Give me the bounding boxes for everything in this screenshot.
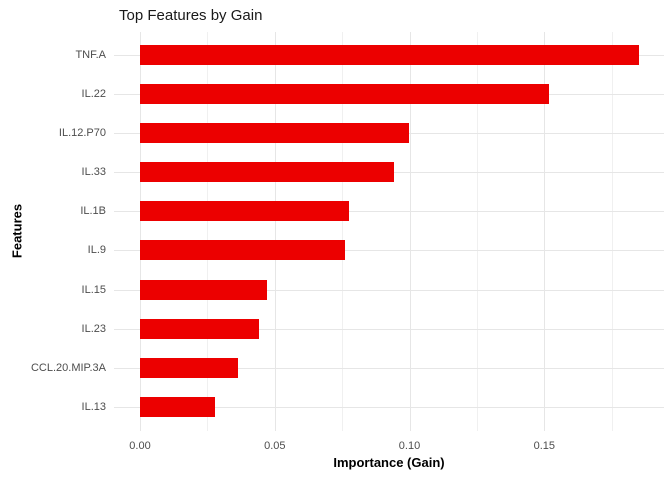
y-tick-label: IL.23 <box>81 322 106 335</box>
bar-il-13 <box>140 396 215 417</box>
x-tick-label: 0.15 <box>533 440 556 452</box>
x-tick-label: 0.00 <box>129 440 151 452</box>
x-major-gridline <box>409 32 411 431</box>
x-minor-gridline <box>476 32 478 431</box>
x-minor-gridline <box>611 32 613 431</box>
y-gridline <box>114 289 664 291</box>
y-tick-label: IL.1B <box>80 205 106 218</box>
y-tick-label: IL.22 <box>81 88 106 101</box>
y-gridline <box>114 367 664 369</box>
y-tick-label: IL.33 <box>81 166 106 179</box>
y-tick-label: TNF.A <box>75 49 106 61</box>
chart-title: Top Features by Gain <box>119 7 263 24</box>
y-tick-label: IL.13 <box>81 400 106 413</box>
y-gridline <box>114 406 664 408</box>
x-minor-gridline <box>207 32 209 431</box>
bar-il-12-p70 <box>140 123 410 144</box>
x-major-gridline <box>140 32 141 431</box>
bar-il-15 <box>140 279 267 300</box>
x-major-gridline <box>544 32 546 431</box>
y-gridline <box>114 250 664 252</box>
bar-il-22 <box>140 84 550 105</box>
bar-il-1b <box>140 201 350 222</box>
y-gridline <box>114 328 664 330</box>
x-tick-label: 0.05 <box>264 440 286 452</box>
bar-ccl-20-mip-3a <box>140 357 239 378</box>
bar-il-33 <box>140 162 394 183</box>
y-tick-label: IL.12.P70 <box>58 127 106 140</box>
plot-panel <box>114 32 664 431</box>
bar-il-9 <box>140 240 346 261</box>
y-gridline <box>114 211 664 213</box>
bar-tnf-a <box>140 45 639 65</box>
y-tick-label: CCL.20.MIP.3A <box>30 361 106 374</box>
x-major-gridline <box>274 32 276 431</box>
y-tick-label: IL.9 <box>87 244 106 257</box>
x-axis-title: Importance (Gain) <box>333 455 445 470</box>
x-minor-gridline <box>342 32 344 431</box>
y-tick-label: IL.15 <box>81 283 106 296</box>
x-tick-label: 0.10 <box>398 440 421 452</box>
bar-il-23 <box>140 318 260 339</box>
